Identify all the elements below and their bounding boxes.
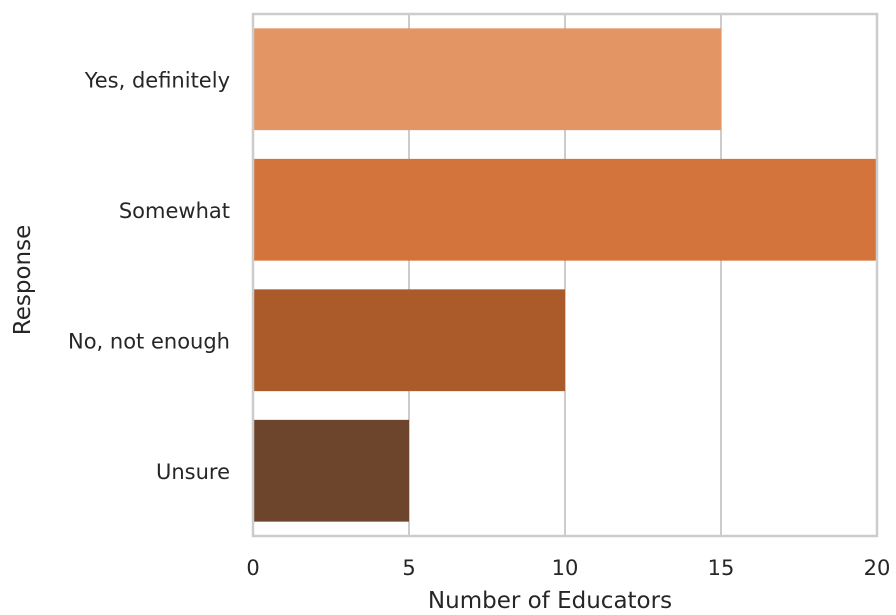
x-tick-label: 20: [864, 556, 891, 580]
x-tick-label: 0: [246, 556, 259, 580]
y-axis-label: Response: [10, 225, 36, 335]
x-tick-labels: 0 5 10 15 20: [246, 556, 890, 580]
x-axis-label: Number of Educators: [428, 588, 672, 614]
bar: [253, 158, 877, 261]
y-tick-label: Somewhat: [119, 199, 230, 223]
plot-frame: [251, 12, 879, 538]
bar: [253, 419, 409, 522]
x-tick-label: 15: [708, 556, 735, 580]
y-tick-label: Unsure: [156, 460, 230, 484]
bar: [253, 289, 565, 392]
bars: [253, 28, 877, 522]
y-tick-labels: Yes, definitely Somewhat No, not enough Uns…: [68, 68, 230, 484]
y-tick-label: Yes, definitely: [84, 68, 230, 92]
bar: [253, 28, 721, 131]
y-tick-label: No, not enough: [68, 329, 230, 353]
x-tick-label: 10: [552, 556, 579, 580]
x-tick-label: 5: [402, 556, 415, 580]
